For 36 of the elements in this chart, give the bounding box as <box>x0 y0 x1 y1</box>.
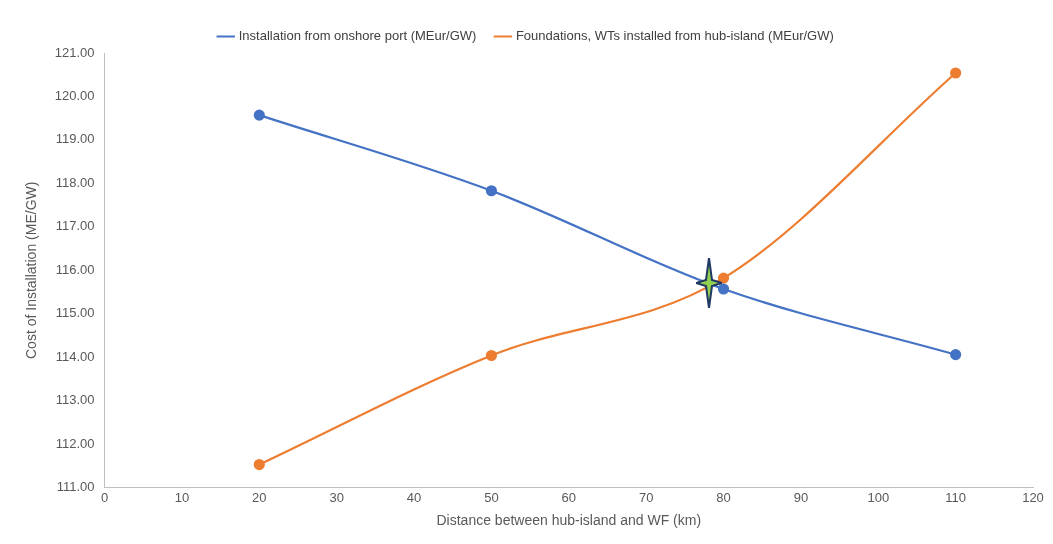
y-axis-title: Cost of Installation (ME/GW) <box>23 181 40 359</box>
legend-label: Installation from onshore port (MEur/GW) <box>238 28 477 44</box>
point <box>485 185 498 197</box>
y-tick-label: 119.00 <box>55 131 95 147</box>
x-axis-title: Distance between hub-island and WF (km) <box>436 512 702 529</box>
x-tick-label: 100 <box>867 489 890 505</box>
legend-label: Foundations, WTs installed from hub-island (MEur/GW) <box>515 28 834 44</box>
x-tick-label: 60 <box>561 489 577 505</box>
point <box>717 272 730 284</box>
point <box>485 349 498 362</box>
y-tick-label: 121.00 <box>54 44 95 60</box>
y-tick-label: 116.00 <box>55 261 95 277</box>
y-tick-label: 118.00 <box>55 174 95 190</box>
y-tick-label: 111.00 <box>56 479 95 495</box>
y-tick-label: 112.00 <box>55 435 95 451</box>
x-tick-label: 120 <box>1022 489 1044 505</box>
point <box>253 458 265 471</box>
x-tick-label: 110 <box>945 489 966 505</box>
x-tick-label: 0 <box>100 489 109 505</box>
x-tick-label: 30 <box>329 489 344 505</box>
x-tick-label: 10 <box>174 489 190 505</box>
x-tick-label: 40 <box>406 489 422 505</box>
point <box>950 349 962 361</box>
x-tick-label: 90 <box>793 489 809 505</box>
point <box>717 283 730 295</box>
x-tick-label: 70 <box>638 489 654 505</box>
y-tick-label: 120.00 <box>54 88 95 104</box>
y-tick-label: 115.00 <box>55 305 95 321</box>
y-tick-label: 113.00 <box>55 392 95 408</box>
x-tick-label: 50 <box>484 489 499 505</box>
point <box>253 109 265 121</box>
y-tick-label: 117.00 <box>55 218 95 234</box>
x-tick-label: 80 <box>716 489 731 505</box>
point <box>950 67 962 79</box>
y-tick-label: 114.00 <box>55 348 95 364</box>
x-tick-label: 20 <box>252 489 267 505</box>
